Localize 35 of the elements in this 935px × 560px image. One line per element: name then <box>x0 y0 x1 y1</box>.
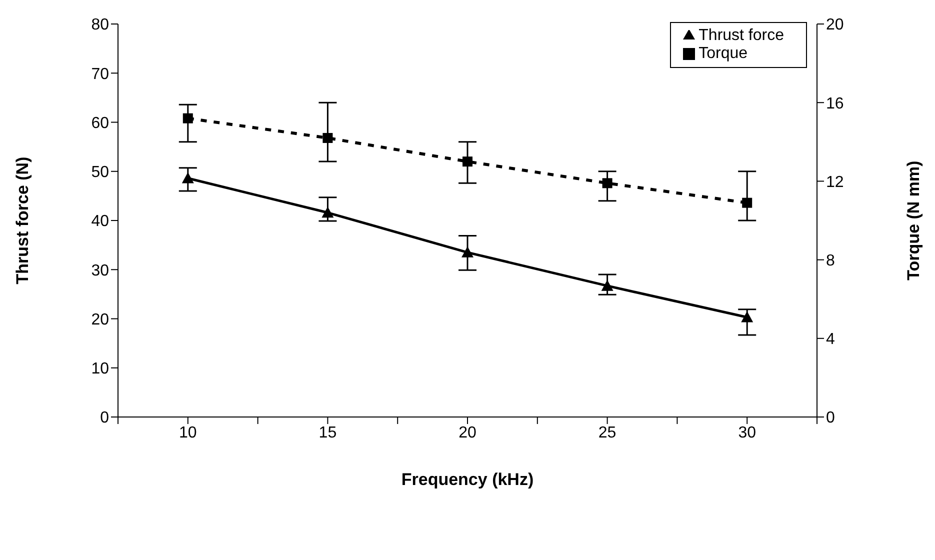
x-tick-label: 10 <box>179 424 197 442</box>
y-tick-label: 60 <box>91 114 110 132</box>
point <box>741 311 754 322</box>
point <box>182 172 194 184</box>
y2-tick-label: 12 <box>826 174 844 191</box>
y2-tick-label: 8 <box>826 252 835 270</box>
point <box>182 113 193 124</box>
legend-label: Torque <box>698 45 748 62</box>
y2-tick-label: 4 <box>826 331 835 348</box>
legend-label: Thrust force <box>698 27 784 44</box>
point <box>742 198 752 208</box>
y-tick-label: 80 <box>91 16 110 34</box>
y-tick-label: 30 <box>91 262 110 280</box>
y-tick-label: 40 <box>91 213 110 230</box>
y2-tick-label: 16 <box>826 95 844 112</box>
x-tick-label: 25 <box>598 424 616 442</box>
y-axis-title: Thrust force (N) <box>13 156 32 284</box>
x-tick-label: 15 <box>318 424 337 442</box>
point <box>322 132 333 143</box>
y-tick-label: 70 <box>91 66 110 83</box>
x-tick-label: 20 <box>458 424 476 442</box>
y-tick-label: 0 <box>100 410 110 427</box>
point <box>602 178 612 188</box>
x-tick-label: 30 <box>738 424 756 442</box>
point <box>462 246 474 258</box>
y-tick-label: 10 <box>91 360 110 378</box>
point <box>322 206 334 218</box>
point <box>462 156 472 167</box>
y2-axis-title: Torque (N mm) <box>904 160 924 280</box>
point <box>601 280 614 291</box>
x-axis-title: Frequency (kHz) <box>401 470 534 489</box>
y-tick-label: 50 <box>91 164 110 182</box>
y-tick-label: 20 <box>91 311 110 328</box>
y2-tick-label: 0 <box>826 410 835 427</box>
y2-tick-label: 20 <box>826 16 844 34</box>
